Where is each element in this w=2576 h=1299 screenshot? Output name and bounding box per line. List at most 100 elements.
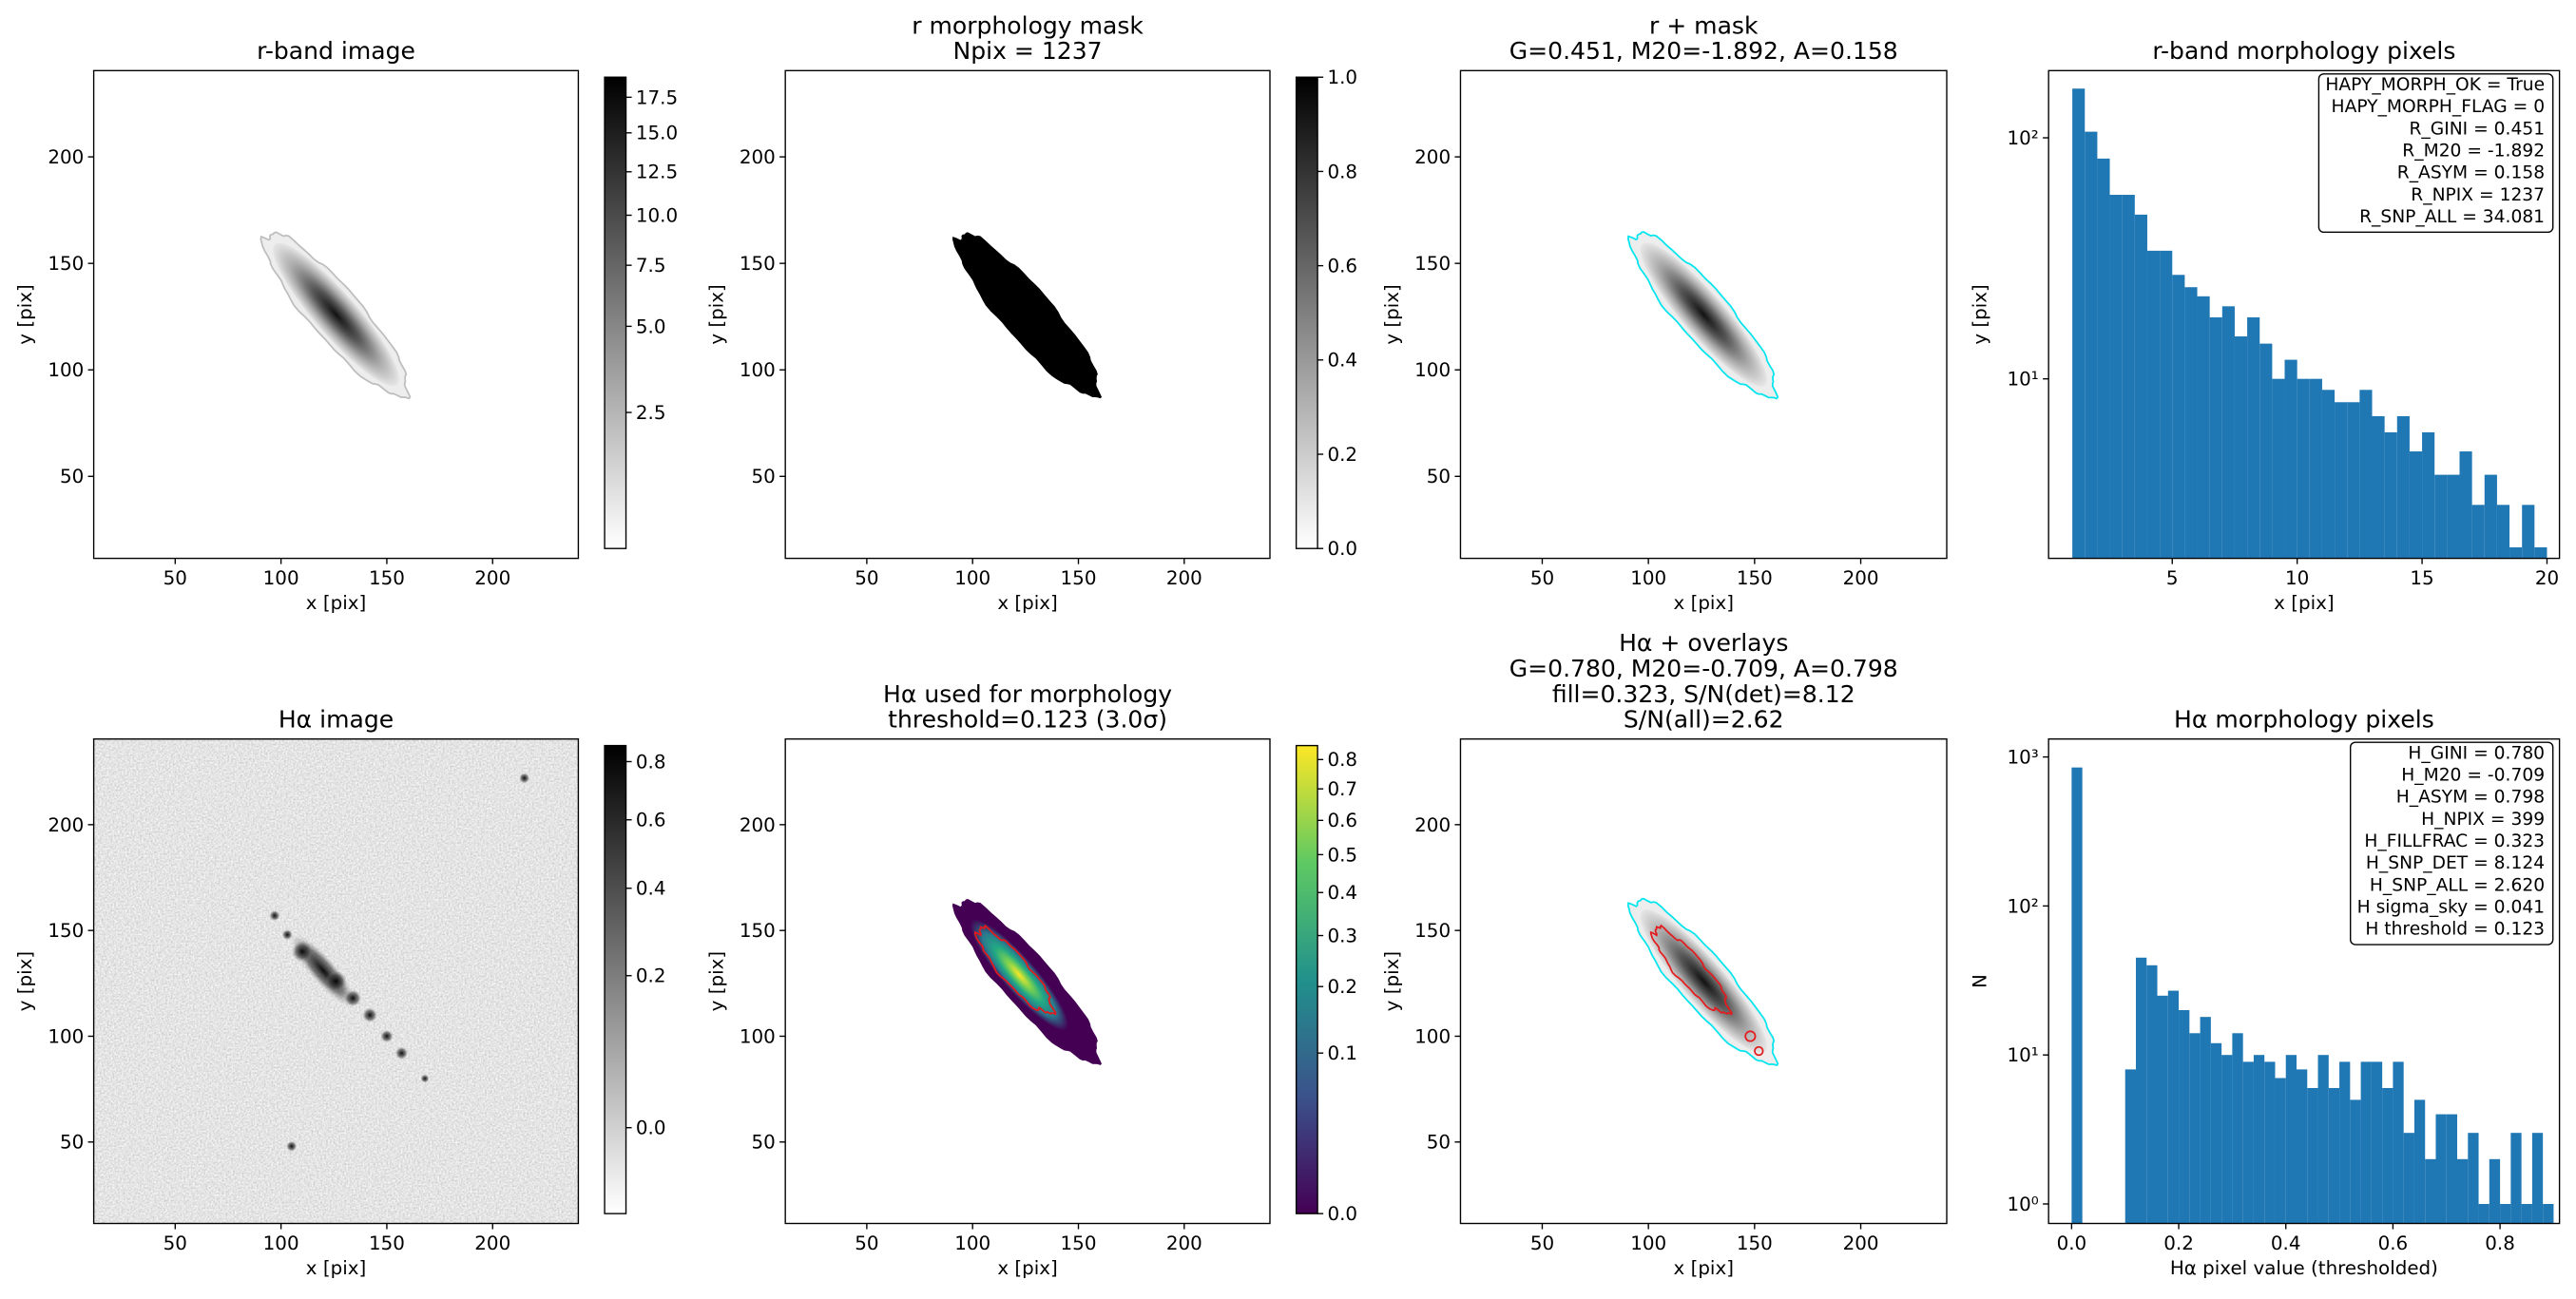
- hist-bar: [2200, 1017, 2211, 1224]
- x-tick-label: 20: [2535, 567, 2559, 589]
- y-tick-label: 10³: [2008, 747, 2039, 769]
- mask-blob: [952, 232, 1103, 399]
- detection-contour: [1754, 1045, 1764, 1057]
- x-tick-label: 100: [1630, 567, 1666, 589]
- image-spot: [286, 1140, 298, 1152]
- hist-bar: [2468, 1133, 2479, 1224]
- image-spot: [519, 773, 530, 784]
- hist-bar: [2543, 1203, 2554, 1224]
- hist-bar: [2197, 296, 2210, 559]
- image-spot: [325, 970, 347, 992]
- annotation-box: [2350, 741, 2554, 946]
- y-tick-label: 200: [48, 814, 84, 836]
- hist-bar: [2307, 1087, 2318, 1224]
- hist-bar: [2264, 1061, 2276, 1224]
- colorbar: [1295, 744, 1318, 1214]
- hist-bar: [2072, 88, 2086, 559]
- y-tick-label: 50: [60, 1132, 84, 1154]
- hist-bar: [2179, 1009, 2190, 1224]
- x-tick-label: 15: [2410, 567, 2433, 589]
- annotation-line: HAPY_MORPH_OK = True: [2325, 75, 2545, 95]
- x-tick-label: 0.6: [2378, 1232, 2409, 1254]
- hist-bar: [2478, 1203, 2489, 1224]
- colorbar-tick-label: 7.5: [636, 255, 666, 277]
- image-spot: [281, 929, 293, 941]
- hist-bar: [2403, 1133, 2414, 1224]
- y-tick-label: 10¹: [2008, 369, 2039, 391]
- hist-bar: [2297, 378, 2310, 559]
- annotation-line: H sigma_sky = 0.041: [2357, 898, 2545, 918]
- x-tick-label: 150: [369, 567, 405, 589]
- x-tick-label: 150: [1061, 567, 1097, 589]
- hist-bar: [2459, 451, 2472, 559]
- panel: 50 100 150 200 50 100 150 200 x [pix] y [pix] r mo…: [706, 11, 1358, 614]
- colorbar-tick-label: 17.5: [636, 86, 678, 108]
- hist-bar: [2234, 336, 2248, 559]
- y-tick-label: 10²: [2008, 895, 2039, 917]
- x-tick-label: 200: [1166, 567, 1202, 589]
- axes-frame: [2047, 737, 2561, 1225]
- x-axis-label: x [pix]: [306, 592, 366, 614]
- y-tick-label: 200: [1414, 814, 1451, 836]
- colorbar-tick-label: 15.0: [636, 123, 678, 144]
- x-tick-label: 100: [263, 567, 299, 589]
- x-tick-label: 50: [1530, 1232, 1554, 1254]
- hist-bar: [2409, 451, 2423, 559]
- hist-bar: [2484, 474, 2497, 559]
- hist-bar: [2489, 1158, 2501, 1224]
- x-tick-label: 150: [1737, 1232, 1773, 1254]
- x-tick-label: 50: [855, 567, 878, 589]
- y-tick-label: 100: [740, 359, 776, 381]
- hist-bar: [2275, 1078, 2286, 1224]
- y-axis-label: y [pix]: [1381, 951, 1403, 1011]
- hist-bar: [2146, 250, 2161, 559]
- x-axis-label: x [pix]: [1674, 592, 1734, 614]
- hist-bar: [2447, 474, 2460, 559]
- annotation-line: H_SNP_DET = 8.124: [2366, 853, 2545, 873]
- hist-bar: [2167, 990, 2180, 1224]
- hist-bar: [2425, 1158, 2436, 1224]
- detection-contour: [1744, 1030, 1757, 1042]
- annotation-line: H_GINI = 0.780: [2408, 743, 2545, 763]
- y-tick-label: 150: [48, 920, 84, 942]
- y-axis-label: y [pix]: [14, 951, 36, 1011]
- y-tick-label: 100: [48, 1025, 84, 1047]
- hist-bar: [2232, 1033, 2243, 1224]
- panel: 50 100 150 200 50 100 150 200 x [pix] y [pix] Hα +…: [1381, 629, 1948, 1279]
- hist-bar: [2396, 415, 2410, 559]
- hist-bar: [2435, 1114, 2447, 1224]
- x-tick-label: 50: [163, 1232, 187, 1254]
- colorbar-tick-label: 0.5: [1327, 844, 1357, 866]
- hist-bar: [2347, 402, 2360, 559]
- hist-bar: [2413, 1099, 2426, 1224]
- panel-title: Hα image: [279, 706, 394, 734]
- hist-bar: [2157, 995, 2168, 1224]
- y-axis-label: y [pix]: [1969, 284, 1990, 344]
- axes-frame: [1459, 69, 1948, 560]
- x-tick-label: 200: [1843, 1232, 1879, 1254]
- colorbar-tick-label: 0.8: [636, 751, 666, 773]
- y-tick-label: 150: [740, 920, 776, 942]
- hist-bar: [2109, 195, 2123, 559]
- colorbar-tick-label: 0.4: [1327, 882, 1357, 904]
- hist-bar: [2434, 474, 2448, 559]
- hist-bar: [2471, 505, 2485, 559]
- annotation-line: R_GINI = 0.451: [2409, 119, 2545, 139]
- y-axis-label: y [pix]: [1381, 284, 1403, 344]
- x-tick-label: 0.8: [2485, 1232, 2515, 1254]
- y-tick-label: 200: [740, 814, 776, 836]
- colorbar-tick-label: 0.8: [1327, 749, 1357, 771]
- x-tick-label: 50: [855, 1232, 878, 1254]
- hist-bar: [2071, 767, 2083, 1224]
- annotation-line: H threshold = 0.123: [2365, 920, 2545, 940]
- y-tick-label: 100: [1414, 1025, 1451, 1047]
- panel-title: threshold=0.123 (3.0σ): [888, 706, 1167, 734]
- panel-title: r-band image: [257, 37, 415, 65]
- hist-bar: [2209, 316, 2222, 559]
- colorbar-tick-label: 0.0: [1327, 1203, 1357, 1225]
- colorbar-tick-label: 0.3: [1327, 925, 1357, 946]
- hist-bar: [2172, 275, 2185, 559]
- hist-bar: [2382, 1087, 2393, 1224]
- x-tick-label: 0.0: [2057, 1232, 2087, 1254]
- colorbar-tick-label: 0.6: [1327, 256, 1357, 277]
